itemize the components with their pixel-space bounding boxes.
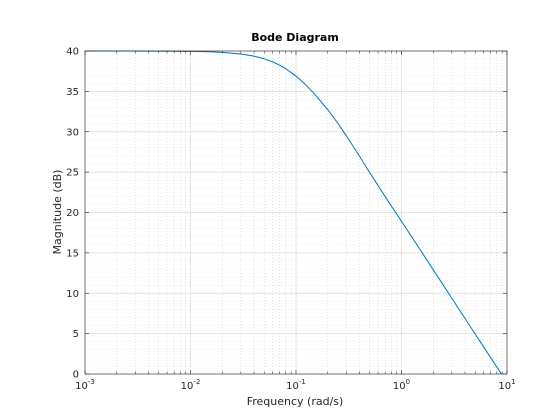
chart-title: Bode Diagram	[251, 31, 339, 44]
x-tick-label: 100	[393, 378, 410, 392]
x-tick-label: 101	[498, 378, 515, 392]
y-tick-label: 35	[66, 87, 79, 98]
y-tick-label: 30	[66, 127, 79, 138]
y-tick-label: 10	[66, 289, 79, 300]
y-tick-label: 5	[73, 329, 79, 340]
y-tick-label: 15	[66, 248, 79, 259]
x-tick-label: 10-1	[286, 378, 306, 392]
x-tick-labels: 10-3 10-2 10-1 100 101	[75, 378, 515, 392]
y-tick-label: 40	[66, 47, 79, 58]
y-tick-labels: 0 5 10 15 20 25 30 35 40	[66, 47, 79, 381]
y-tick-label: 20	[66, 208, 79, 219]
y-tick-label: 0	[73, 370, 79, 381]
y-axis-label: Magnitude (dB)	[51, 170, 64, 255]
x-tick-label: 10-2	[181, 378, 201, 392]
y-tick-label: 25	[66, 168, 79, 179]
x-axis-label: Frequency (rad/s)	[247, 395, 344, 408]
